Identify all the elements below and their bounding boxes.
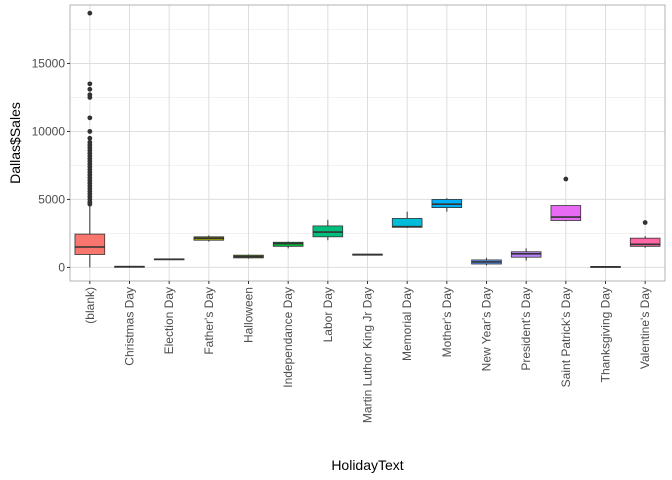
box-outlier-point [87, 86, 93, 92]
x-tick-label: Memorial Day [400, 287, 414, 361]
x-tick-label: Labor Day [321, 287, 335, 342]
box-iqr [74, 233, 106, 255]
box-iqr [629, 237, 661, 247]
x-tick-label: Mother's Day [440, 287, 454, 357]
y-tick-label: 5000 [38, 192, 65, 206]
x-tick-label: Halloween [242, 287, 256, 343]
box-outlier-point [563, 176, 569, 182]
x-tick-label: Valentine's Day [638, 287, 652, 369]
y-tick-label: 10000 [32, 124, 66, 138]
box-outlier-point [642, 220, 648, 225]
boxes [74, 10, 661, 268]
x-tick-label: (blank) [83, 287, 97, 324]
x-axis-title: HolidayText [331, 457, 403, 473]
y-tick-label: 0 [58, 260, 65, 274]
x-tick-label: President's Day [519, 287, 533, 371]
x-tick-label: Father's Day [202, 287, 216, 355]
box-outlier-point [87, 81, 93, 87]
y-axis-title: Dallas$Sales [7, 102, 23, 184]
grid [70, 5, 665, 281]
x-tick-label: New Year's Day [480, 287, 494, 371]
box-outlier-point [87, 115, 93, 121]
x-tick-label: Independance Day [281, 287, 295, 388]
x-tick-label: Martin Luthor King Jr Day [361, 287, 375, 423]
box-outlier-point [87, 10, 93, 16]
x-tick-label: Thanksgiving Day [599, 287, 613, 382]
x-tick-label: Saint Patrick's Day [559, 287, 573, 387]
y-tick-label: 15000 [32, 56, 66, 70]
x-tick-label: Election Day [162, 287, 176, 354]
box-iqr [550, 205, 582, 221]
axes: 0 5000 10000 15000 (blank) Christmas Day Elect… [32, 56, 653, 423]
box-outlier-point [87, 201, 93, 207]
box-outlier-point [87, 95, 93, 100]
x-tick-label: Christmas Day [123, 287, 137, 366]
box-outlier-point [87, 129, 93, 134]
box-outlier-point [87, 135, 93, 141]
